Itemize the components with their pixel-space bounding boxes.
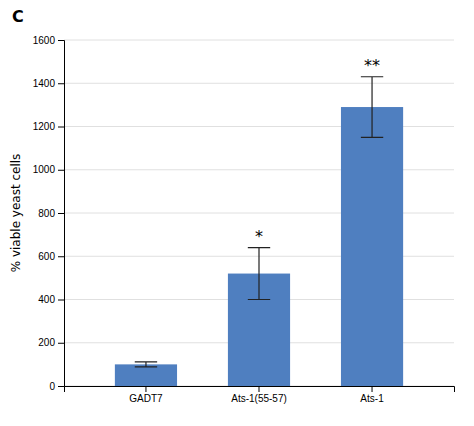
tick: 400	[38, 294, 64, 305]
tick-label: 1400	[33, 78, 56, 89]
chart: C***02004006008001000120014001600GADT7At…	[0, 0, 474, 426]
error-bar-line	[248, 248, 270, 300]
title: C	[12, 7, 24, 26]
y-axis-title: % viable yeast cells	[9, 154, 23, 273]
tick-mark	[372, 386, 373, 392]
tick: 1600	[33, 35, 64, 46]
plot: ***02004006008001000120014001600GADT7Ats…	[33, 35, 455, 404]
tick-mark	[58, 170, 64, 171]
error-bar-line	[135, 362, 157, 367]
tick-mark	[58, 300, 64, 301]
tick-label: 200	[38, 337, 55, 348]
tick-mark	[145, 386, 146, 392]
tick: Ats-1(55-57)	[231, 386, 287, 404]
tick-label: 0	[49, 381, 55, 392]
tick: GADT7	[129, 386, 163, 404]
bar	[115, 364, 177, 386]
bar	[341, 107, 403, 386]
marks	[115, 77, 403, 386]
tick-mark	[259, 386, 260, 392]
grid-line	[64, 40, 454, 41]
error-bar	[135, 362, 157, 367]
tick-mark	[58, 127, 64, 128]
tick: 0	[49, 381, 64, 392]
error-bar	[361, 77, 383, 138]
grid-line	[64, 83, 454, 84]
error-bar	[248, 248, 270, 300]
tick-mark	[58, 256, 64, 257]
tick-label: 400	[38, 294, 55, 305]
grid	[64, 40, 454, 386]
tick-label: 1600	[33, 35, 56, 46]
error-bar-line	[361, 77, 383, 138]
annotation: *	[255, 227, 263, 246]
tick-mark	[58, 213, 64, 214]
tick-label: 800	[38, 208, 55, 219]
tick: 800	[38, 208, 64, 219]
tick: 1400	[33, 78, 64, 89]
annotation: **	[364, 56, 380, 75]
x-axis: GADT7 Ats-1(55-57) Ats-1	[65, 386, 455, 404]
tick-label: 1200	[33, 121, 56, 132]
tick-label: Ats-1(55-57)	[231, 393, 287, 404]
tick: 600	[38, 251, 64, 262]
tick-mark	[58, 386, 64, 387]
tick-label: Ats-1	[360, 393, 384, 404]
tick: Ats-1	[360, 386, 384, 404]
tick-label: 600	[38, 251, 55, 262]
axis-line	[58, 41, 65, 387]
y-axis: 0 200 400 600 800 1000 1200 1400 1600	[33, 35, 65, 392]
tick: 1000	[33, 164, 64, 175]
tick-mark	[58, 343, 64, 344]
tick-label: GADT7	[129, 393, 163, 404]
tick: 1200	[33, 121, 64, 132]
tick-mark	[58, 40, 64, 41]
tick: 200	[38, 337, 64, 348]
tick-mark	[58, 83, 64, 84]
tick-label: 1000	[33, 164, 56, 175]
axis-line	[65, 387, 455, 393]
